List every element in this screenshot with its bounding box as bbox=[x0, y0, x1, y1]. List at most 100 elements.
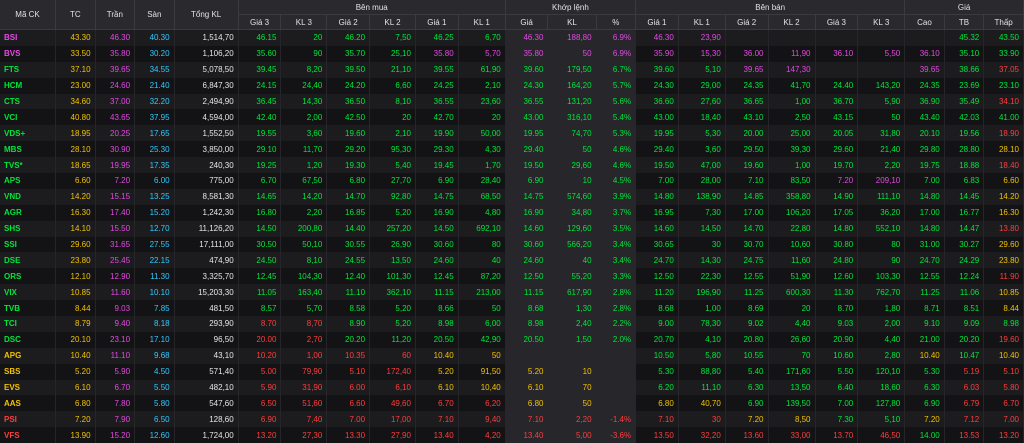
cell-sell-vol-1: 3,60 bbox=[678, 141, 725, 157]
cell-sell-price-3: 10.60 bbox=[815, 348, 858, 364]
col-header-match-pct[interactable]: % bbox=[596, 15, 636, 30]
symbol-cell[interactable]: VND bbox=[0, 189, 56, 205]
cell-buy-vol-3: 2,70 bbox=[281, 332, 327, 348]
cell-sell-vol-3: 5,10 bbox=[858, 411, 905, 427]
symbol-cell[interactable]: VCI bbox=[0, 109, 56, 125]
symbol-cell[interactable]: TCI bbox=[0, 316, 56, 332]
col-header-high[interactable]: Cao bbox=[905, 15, 945, 30]
col-header-ref[interactable]: TC bbox=[56, 0, 96, 30]
symbol-cell[interactable]: TVS* bbox=[0, 157, 56, 173]
symbol-cell[interactable]: SSI bbox=[0, 237, 56, 253]
symbol-cell[interactable]: AGR bbox=[0, 205, 56, 221]
symbol-cell[interactable]: CTS bbox=[0, 94, 56, 110]
cell-sell-vol-3: 209,10 bbox=[858, 173, 905, 189]
col-header-sell-price-2[interactable]: Giá 2 bbox=[725, 15, 768, 30]
col-header-match-price[interactable]: Giá bbox=[505, 15, 548, 30]
col-header-floor[interactable]: Sàn bbox=[135, 0, 175, 30]
col-header-symbol[interactable]: Mã CK bbox=[0, 0, 56, 30]
cell-sell-vol-3: 2,80 bbox=[858, 348, 905, 364]
cell-buy-vol-2: 13,50 bbox=[370, 252, 416, 268]
symbol-cell[interactable]: SHS bbox=[0, 221, 56, 237]
cell-match-vol: 10 bbox=[548, 173, 596, 189]
cell-high: 5.30 bbox=[905, 364, 945, 380]
col-header-ceiling[interactable]: Trần bbox=[95, 0, 135, 30]
col-header-total-volume[interactable]: Tổng KL bbox=[174, 0, 238, 30]
cell-sell-vol-3: 4,40 bbox=[858, 332, 905, 348]
symbol-cell[interactable]: VDS+ bbox=[0, 125, 56, 141]
symbol-cell[interactable]: BVS bbox=[0, 46, 56, 62]
cell-avg: 16.77 bbox=[944, 205, 984, 221]
group-header-price: Giá bbox=[905, 0, 1024, 15]
col-header-sell-vol-1[interactable]: KL 1 bbox=[678, 15, 725, 30]
symbol-cell[interactable]: BSI bbox=[0, 30, 56, 46]
symbol-cell[interactable]: PSI bbox=[0, 411, 56, 427]
symbol-cell[interactable]: ORS bbox=[0, 268, 56, 284]
col-header-buy-vol-2[interactable]: KL 2 bbox=[370, 15, 416, 30]
col-header-buy-price-2[interactable]: Giá 2 bbox=[327, 15, 370, 30]
cell-high: 43.40 bbox=[905, 109, 945, 125]
cell-high: 19.75 bbox=[905, 157, 945, 173]
symbol-cell[interactable]: DSE bbox=[0, 252, 56, 268]
symbol-cell[interactable]: EVS bbox=[0, 380, 56, 396]
cell-avg: 11.06 bbox=[944, 284, 984, 300]
symbol-cell[interactable]: HCM bbox=[0, 78, 56, 94]
col-header-sell-vol-2[interactable]: KL 2 bbox=[768, 15, 815, 30]
symbol-cell[interactable]: FTS bbox=[0, 62, 56, 78]
symbol-cell[interactable]: AAS bbox=[0, 395, 56, 411]
symbol-cell[interactable]: TVB bbox=[0, 300, 56, 316]
col-header-low[interactable]: Thấp bbox=[984, 15, 1024, 30]
cell-high: 6.30 bbox=[905, 380, 945, 396]
col-header-sell-vol-3[interactable]: KL 3 bbox=[858, 15, 905, 30]
col-header-buy-vol-1[interactable]: KL 1 bbox=[458, 15, 505, 30]
cell-low: 13.80 bbox=[984, 221, 1024, 237]
col-header-match-vol[interactable]: KL bbox=[548, 15, 596, 30]
cell-avg: 14.45 bbox=[944, 189, 984, 205]
symbol-cell[interactable]: SBS bbox=[0, 364, 56, 380]
col-header-buy-vol-3[interactable]: KL 3 bbox=[281, 15, 327, 30]
cell-match-price: 6.80 bbox=[505, 395, 548, 411]
col-header-avg[interactable]: TB bbox=[944, 15, 984, 30]
cell-match-pct: 2.8% bbox=[596, 284, 636, 300]
col-header-sell-price-3[interactable]: Giá 3 bbox=[815, 15, 858, 30]
col-header-buy-price-3[interactable]: Giá 3 bbox=[238, 15, 281, 30]
cell-sell-price-1: 7.10 bbox=[636, 411, 679, 427]
symbol-cell[interactable]: DSC bbox=[0, 332, 56, 348]
col-header-buy-price-1[interactable]: Giá 1 bbox=[415, 15, 458, 30]
cell-buy-price-2: 10.35 bbox=[327, 348, 370, 364]
cell-match-pct: 3.4% bbox=[596, 252, 636, 268]
cell-sell-price-2: 24.75 bbox=[725, 252, 768, 268]
cell-sell-vol-3: 103,30 bbox=[858, 268, 905, 284]
cell-buy-price-3: 39.45 bbox=[238, 62, 281, 78]
symbol-cell[interactable]: MBS bbox=[0, 141, 56, 157]
col-header-sell-price-1[interactable]: Giá 1 bbox=[636, 15, 679, 30]
cell-buy-vol-2: 92,80 bbox=[370, 189, 416, 205]
symbol-cell[interactable]: VIX bbox=[0, 284, 56, 300]
symbol-cell[interactable]: APS bbox=[0, 173, 56, 189]
symbol-cell[interactable]: APG bbox=[0, 348, 56, 364]
